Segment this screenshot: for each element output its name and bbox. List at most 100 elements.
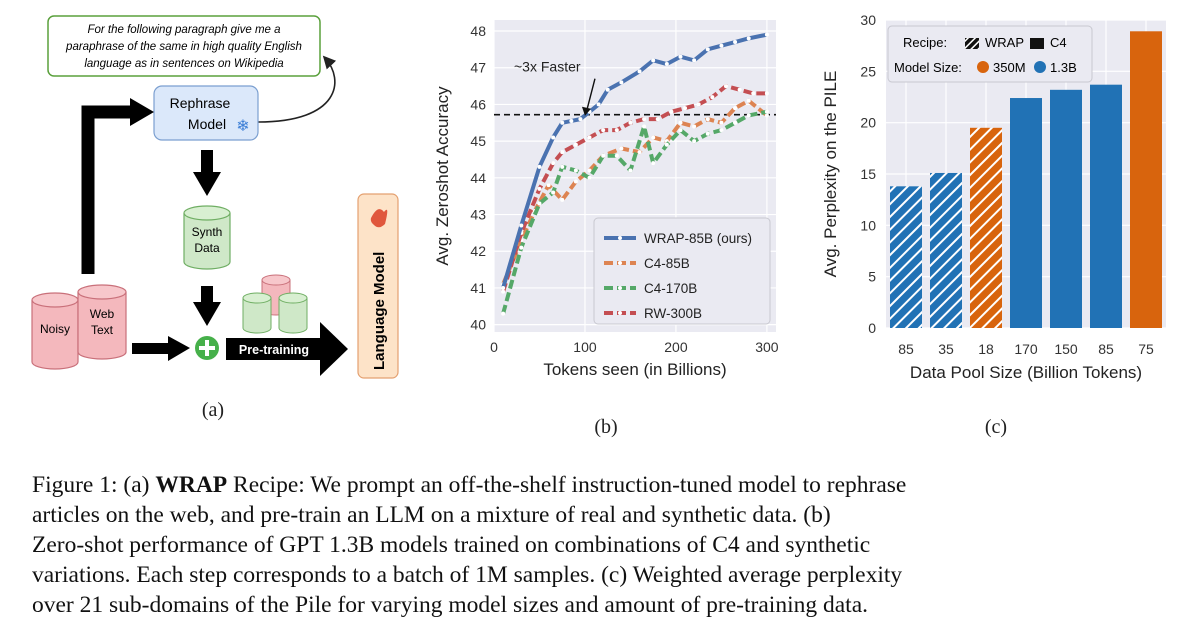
model-to-synth-arrow-shaft (201, 150, 213, 174)
wrap-recipe-diagram: For the following paragraph give me a pa… (31, 15, 399, 421)
language-model-box (357, 193, 399, 379)
data-point (569, 118, 574, 123)
x-tick-label: 85 (1098, 341, 1114, 357)
data-point (546, 183, 551, 188)
web-text-label-1: Web (90, 307, 115, 321)
x-tick-label: 35 (938, 341, 954, 357)
data-point (551, 135, 556, 140)
data-point (669, 109, 674, 114)
data-point (587, 168, 592, 173)
data-point (683, 106, 688, 111)
legend-size-label: Model Size: (894, 60, 962, 75)
data-point (751, 91, 756, 96)
data-point (614, 153, 619, 158)
data-point (746, 98, 751, 103)
panel-c-sublabel: (c) (985, 416, 1007, 438)
data-point (551, 190, 556, 195)
bar (930, 172, 962, 328)
mix-cylinder-green-2-top (278, 292, 308, 304)
rephrase-model-box (153, 85, 259, 141)
panel-b-line-chart: 40 41 42 43 44 45 46 47 48 0 100 200 300 Tokens seen… (420, 0, 800, 440)
data-point (705, 117, 710, 122)
data-point (551, 161, 556, 166)
data-point (746, 113, 751, 118)
y-tick-label: 40 (470, 317, 486, 333)
data-point (537, 164, 542, 169)
data-point (501, 289, 506, 294)
tick-labels: 0 5 10 15 20 25 30 85 35 18 170 150 85 75 (860, 12, 1154, 357)
legend-label: RW-300B (644, 306, 702, 321)
flame-icon (370, 209, 388, 228)
data-point (692, 124, 697, 129)
data-point (642, 124, 647, 129)
y-tick-label: 47 (470, 60, 486, 76)
data-point (719, 128, 724, 133)
data-point (573, 179, 578, 184)
data-point (733, 120, 738, 125)
data-point (560, 197, 565, 202)
series-lines (501, 32, 769, 316)
data-point (619, 80, 624, 85)
data-point (733, 40, 738, 45)
series-line-2 (501, 109, 768, 315)
y-tick-label: 5 (868, 269, 876, 285)
x-tick-label: 85 (898, 341, 914, 357)
snowflake-icon: ❄ (236, 118, 249, 135)
y-tick-label: 44 (470, 170, 486, 186)
series-line-3 (501, 84, 767, 293)
data-point (596, 102, 601, 107)
y-tick-label: 45 (470, 133, 486, 149)
caption-bold-wrap: WRAP (155, 472, 228, 498)
legend-marker (618, 236, 622, 240)
y-tick-label: 42 (470, 243, 486, 259)
figure-caption: Figure 1: (a) WRAP Recipe: We prompt an … (32, 470, 1182, 620)
data-point (764, 113, 769, 118)
data-point (678, 128, 683, 133)
prompt-line-1: For the following paragraph give me a (87, 24, 280, 36)
data-point (501, 311, 506, 316)
model-to-synth-arrowhead (193, 172, 221, 196)
panel-a-sublabel: (a) (202, 399, 224, 421)
noisy-to-plus-arrow-shaft (132, 343, 170, 354)
mix-cylinder-green-2 (278, 298, 308, 334)
legend: WRAP-85B (ours) C4-85B C4-170B RW-300B (593, 217, 771, 325)
prompt-curve-arrow (257, 55, 337, 123)
data-point (664, 62, 669, 67)
y-tick-label: 41 (470, 280, 486, 296)
data-point (614, 128, 619, 133)
synth-cylinder-top (183, 205, 231, 221)
legend-box (593, 217, 771, 325)
caption-prefix: Figure 1: (a) (32, 472, 156, 498)
data-point (560, 164, 565, 169)
pretraining-arrowhead (320, 322, 348, 376)
data-point (764, 32, 769, 37)
caption-line-5: over 21 sub-domains of the Pile for vary… (32, 592, 868, 618)
x-axis-label: Tokens seen (in Billions) (543, 360, 726, 379)
legend-marker (618, 286, 622, 290)
data-point (719, 43, 724, 48)
legend-marker (618, 311, 622, 315)
data-point (560, 150, 565, 155)
data-point (537, 201, 542, 206)
synth-data-label-1: Synth (192, 225, 223, 239)
bar (890, 186, 922, 328)
data-point (587, 175, 592, 180)
synth-data-cylinder (183, 213, 231, 270)
caption-line-1-rest: Recipe: We prompt an off-the-shelf instr… (227, 472, 907, 498)
caption-line-1: Figure 1: (a) WRAP Recipe: We prompt an … (32, 470, 1182, 500)
synth-data-label-2: Data (194, 241, 220, 255)
x-tick-label: 0 (490, 339, 498, 355)
x-tick-label: 100 (573, 339, 597, 355)
bar (970, 127, 1002, 328)
speedup-arrowhead (581, 106, 591, 116)
caption-line-4: variations. Each step corresponds to a b… (32, 562, 903, 588)
data-point (637, 150, 642, 155)
y-axis-label: Avg. Perplexity on the PILE (821, 71, 840, 278)
y-axis-label: Avg. Zeroshot Accuracy (433, 86, 452, 266)
data-point (696, 102, 701, 107)
y-tick-label: 20 (860, 115, 876, 131)
data-point (764, 91, 769, 96)
legend-wrap-swatch (965, 38, 979, 49)
synth-to-plus-arrowhead (193, 302, 221, 326)
plus-icon-v (205, 340, 209, 356)
